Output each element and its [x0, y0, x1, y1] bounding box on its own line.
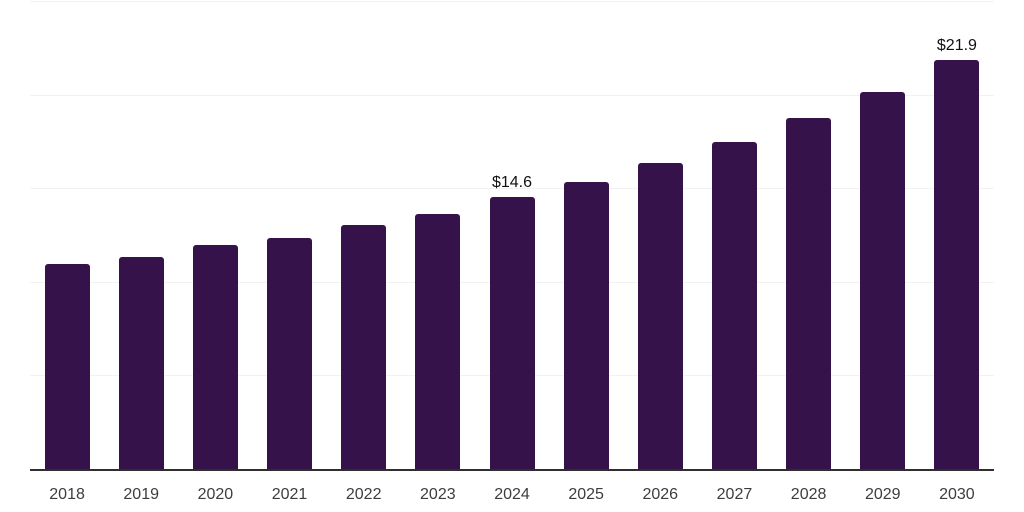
x-tick-label: 2024: [494, 486, 530, 503]
x-tick-label: 2023: [420, 486, 456, 503]
x-tick-label: 2019: [123, 486, 159, 503]
x-tick-label: 2027: [716, 486, 753, 503]
x-tick-label: 2022: [345, 486, 382, 503]
x-tick-label: 2018: [49, 486, 85, 503]
bar: [637, 162, 683, 470]
x-tick-label: 2028: [790, 486, 827, 503]
bar: [192, 245, 238, 470]
bar: [415, 213, 461, 470]
gridline: [30, 94, 994, 96]
x-axis-line: [30, 469, 994, 471]
bar: [118, 256, 164, 470]
bar: [563, 181, 609, 470]
bar: [934, 60, 980, 470]
x-tick-label: 2025: [568, 486, 604, 503]
bar: [786, 118, 832, 470]
bar: [711, 142, 757, 470]
x-tick-label: 2029: [864, 486, 901, 503]
bar: [44, 264, 90, 470]
bar-value-label: $14.6: [491, 173, 533, 191]
x-tick-label: 2026: [642, 486, 679, 503]
gridline: [30, 1, 994, 2]
x-tick-label: 2020: [197, 486, 234, 503]
bar: [341, 224, 387, 470]
x-tick-label: 2021: [271, 486, 308, 503]
bar: [489, 196, 535, 470]
bar: [267, 237, 313, 470]
x-tick-label: 2030: [939, 486, 975, 503]
bar: [860, 91, 906, 470]
bar-value-label: $21.9: [936, 37, 977, 55]
